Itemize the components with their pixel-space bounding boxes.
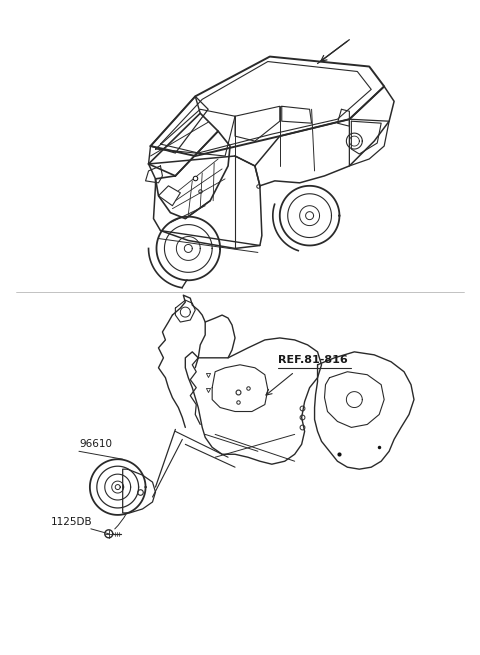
Text: 96610: 96610 (79, 440, 112, 449)
Text: 1125DB: 1125DB (51, 517, 93, 527)
Text: REF.81-816: REF.81-816 (278, 355, 348, 365)
